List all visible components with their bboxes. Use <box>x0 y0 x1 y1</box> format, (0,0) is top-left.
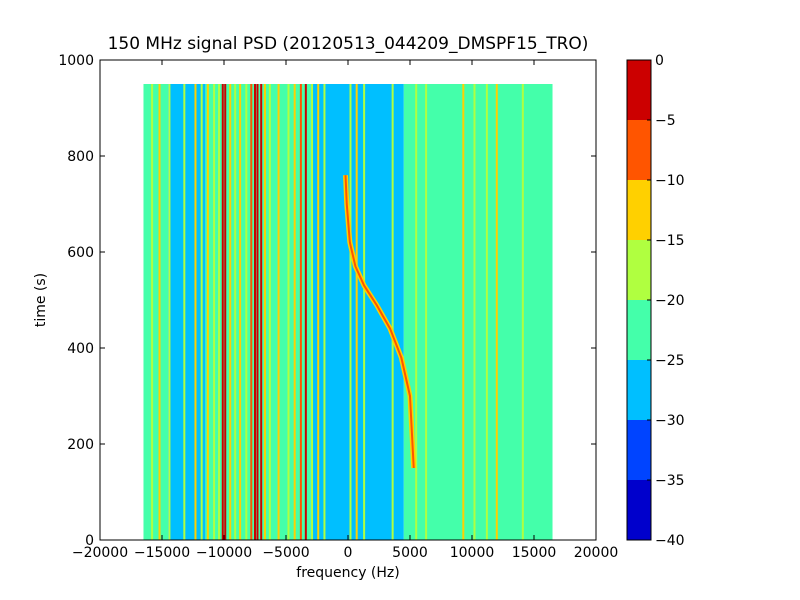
colorbar-tick-label: −25 <box>655 353 685 369</box>
x-tick-label: 15000 <box>512 545 557 561</box>
y-tick-label: 1000 <box>58 53 94 69</box>
colorbar-tick-label: −10 <box>655 173 685 189</box>
colorbar-segment <box>627 300 651 360</box>
colorbar-segment <box>627 360 651 420</box>
colorbar-segment <box>627 480 651 540</box>
y-tick-label: 400 <box>67 341 94 357</box>
colorbar-segment <box>627 180 651 240</box>
colorbar-tick-label: −35 <box>655 473 685 489</box>
chart-title: 150 MHz signal PSD (20120513_044209_DMSP… <box>108 34 589 54</box>
colorbar-tick-label: −40 <box>655 533 685 549</box>
colorbar-tick-label: −30 <box>655 413 685 429</box>
x-tick-label: −20000 <box>72 545 128 561</box>
colorbar-tick-label: 0 <box>655 53 664 69</box>
colorbar-tick-label: −20 <box>655 293 685 309</box>
x-tick-label: 20000 <box>574 545 619 561</box>
heatmap-band <box>168 84 206 540</box>
heatmap-band <box>143 84 169 540</box>
colorbar-ticks: −40 −35 −30 −25 −20 −15 −10 −5 0 <box>647 53 685 549</box>
x-tick-label: −5000 <box>262 545 309 561</box>
y-tick-label: 600 <box>67 245 94 261</box>
y-tick-labels: 0 200 400 600 800 1000 <box>58 53 94 549</box>
heatmap-layer <box>143 84 553 540</box>
y-tick-label: 200 <box>67 437 94 453</box>
plot-frame <box>99 59 597 541</box>
colorbar-segment <box>627 240 651 300</box>
x-tick-label: −15000 <box>134 545 190 561</box>
x-tick-label: 5000 <box>392 545 428 561</box>
y-tick-label: 0 <box>85 533 94 549</box>
colorbar-tick-label: −15 <box>655 233 685 249</box>
x-axis-label: frequency (Hz) <box>296 565 399 581</box>
x-tick-label: 10000 <box>450 545 495 561</box>
colorbar <box>627 60 651 540</box>
colorbar-tick-label: −5 <box>655 113 676 129</box>
x-tick-labels: −20000 −15000 −10000 −5000 0 5000 10000 15000 20… <box>72 545 618 561</box>
y-tick-label: 800 <box>67 149 94 165</box>
x-tick-label: −10000 <box>196 545 252 561</box>
heatmap-band <box>310 84 348 540</box>
colorbar-segment <box>627 120 651 180</box>
colorbar-segment <box>627 420 651 480</box>
x-tick-label: 0 <box>344 545 353 561</box>
heatmap-band <box>403 84 553 540</box>
y-axis-label: time (s) <box>33 273 49 327</box>
signal-trace <box>344 175 415 469</box>
colorbar-segment <box>627 60 651 120</box>
